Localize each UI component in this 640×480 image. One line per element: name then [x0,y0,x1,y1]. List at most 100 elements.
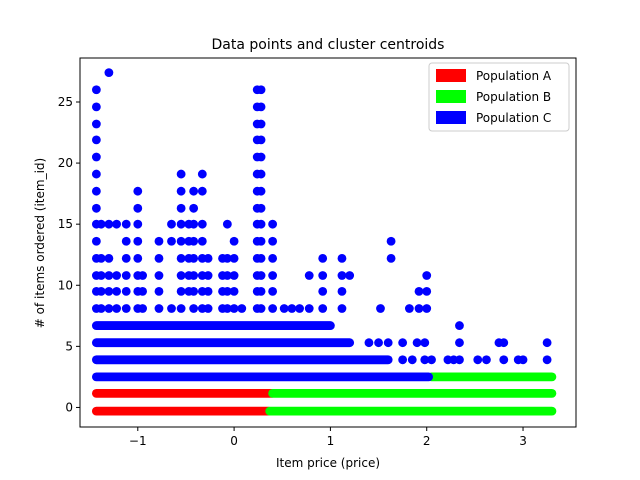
data-point [256,135,266,145]
data-point [154,236,164,246]
data-point [203,304,213,313]
y-tick-label: 15 [58,217,73,231]
legend-label: Population C [476,111,551,125]
y-tick-label: 20 [58,156,73,170]
series-1 [265,372,557,416]
data-point [518,355,528,365]
data-point [133,203,143,213]
legend-swatch [436,69,466,82]
data-point [229,286,239,296]
data-point [482,355,491,365]
data-point [154,286,164,296]
y-tick-label: 0 [65,400,73,414]
data-point [176,271,186,280]
data-point [176,253,186,263]
data-point [295,304,304,313]
data-point [112,286,121,296]
data-point [189,186,199,196]
data-point [420,355,430,365]
data-point [256,219,266,229]
data-point [422,286,432,296]
data-point [133,219,143,229]
data-point [318,253,328,263]
data-point [104,271,114,280]
data-point [455,321,464,330]
data-point [91,152,101,162]
data-point [256,253,266,263]
data-point [542,338,552,348]
x-tick-label: 3 [519,434,527,448]
data-point [268,236,278,246]
y-axis: 0 5 10 15 20 25 [58,95,80,414]
data-point [91,203,101,213]
data-point [167,236,176,246]
data-point [121,286,131,296]
x-tick-label: 2 [423,434,431,448]
data-point [304,271,314,280]
data-point [386,236,396,246]
data-point [197,169,207,179]
data-point [91,102,101,112]
data-point [154,253,164,263]
legend: Population A Population B Population C [428,62,570,132]
data-point [112,219,121,229]
legend-swatch [436,111,466,124]
y-tick-label: 25 [58,95,73,109]
data-point [414,286,424,296]
data-point [96,286,106,296]
data-point [318,304,328,313]
data-point [104,304,114,313]
data-point [189,286,199,296]
data-point [104,253,114,263]
legend-swatch [436,90,466,103]
data-point [455,338,464,348]
data-point [176,219,186,229]
data-point [104,286,114,296]
data-point [176,186,186,196]
data-point [176,236,186,246]
data-point [337,304,347,313]
data-point [167,219,176,229]
data-point [154,271,164,280]
data-point [189,219,199,229]
data-point [91,169,101,179]
data-point [203,271,213,280]
data-point [414,304,424,313]
data-point [256,236,266,246]
data-point [318,286,328,296]
data-point [268,304,278,313]
data-point [167,304,176,313]
data-point [386,253,396,263]
data-point [422,304,432,313]
data-point [376,304,385,313]
data-point [473,355,483,365]
data-point [318,271,328,280]
data-point [133,186,143,196]
data-point [176,286,186,296]
data-point [268,271,278,280]
data-point [222,271,232,280]
data-point [176,169,186,179]
data-point [189,236,199,246]
plot-frame [79,57,577,428]
data-point [237,304,247,313]
chart-title: Data points and cluster centroids [212,37,445,53]
data-point [256,85,266,95]
data-point [104,219,114,229]
data-point [422,271,432,280]
data-point [229,304,239,313]
data-point [256,203,266,213]
data-point [268,219,278,229]
data-point [222,219,232,229]
data-point [256,119,266,129]
data-point [256,186,266,196]
data-point [404,304,414,313]
data-point [91,85,101,95]
data-point [268,286,278,296]
data-point [256,271,266,280]
data-point [112,271,121,280]
data-point [203,286,213,296]
series-0 [91,388,277,416]
data-point [138,271,148,280]
